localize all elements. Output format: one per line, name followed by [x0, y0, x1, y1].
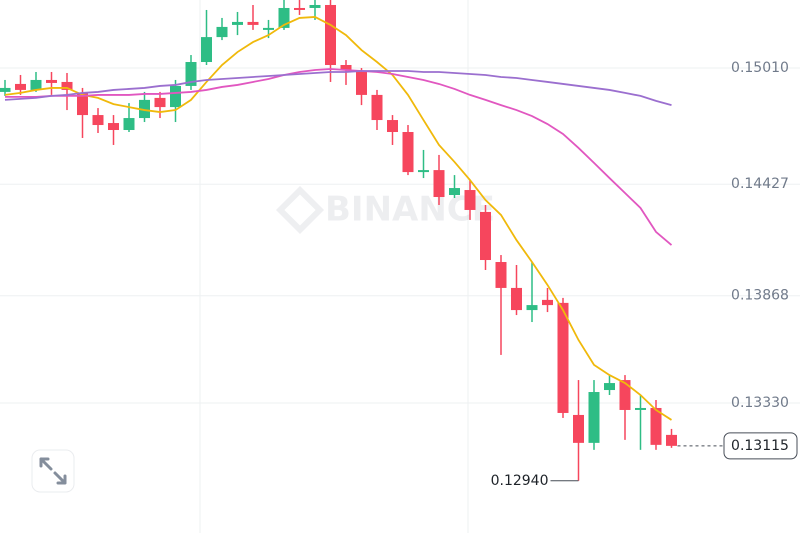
- y-tick-label: 0.14427: [731, 176, 789, 192]
- candle-body: [30, 79, 42, 90]
- candle-body: [464, 190, 476, 210]
- candle-body: [108, 123, 119, 131]
- candle-body: [418, 170, 429, 173]
- candle-body: [139, 99, 150, 119]
- y-tick-label: 0.13868: [731, 288, 789, 304]
- candle-body: [61, 81, 73, 90]
- candle-body: [573, 414, 584, 443]
- expand-button[interactable]: [31, 449, 75, 493]
- candle-body: [449, 188, 460, 196]
- y-tick-label: 0.15010: [731, 60, 789, 76]
- candle-body: [123, 118, 135, 131]
- moving-average: [4, 16, 672, 421]
- candle-body: [604, 383, 615, 391]
- watermark-logo: [275, 185, 325, 235]
- candle-body: [325, 4, 336, 66]
- candle-body: [480, 211, 491, 261]
- candle-body: [666, 434, 677, 446]
- candle-body: [77, 92, 88, 116]
- candle-body: [526, 305, 538, 311]
- candle-body: [356, 71, 367, 95]
- candle-body: [619, 380, 631, 410]
- candle-body: [495, 262, 507, 288]
- moving-average: [5, 68, 673, 246]
- candle-body: [216, 26, 228, 38]
- candle-body: [15, 83, 26, 90]
- candle-body: [0, 87, 11, 92]
- candle-body: [247, 21, 259, 25]
- candle-body: [170, 85, 181, 108]
- last-price-box: [723, 432, 798, 460]
- candle-body: [511, 287, 522, 311]
- candle-body: [294, 7, 305, 10]
- candle-body: [542, 299, 553, 306]
- candle-body: [371, 94, 383, 121]
- candle-body: [201, 37, 212, 63]
- candle-body: [309, 4, 321, 8]
- candle-body: [588, 392, 600, 443]
- candle-body: [340, 65, 352, 70]
- low-label: 0.12940: [491, 473, 549, 489]
- candle-body: [46, 79, 57, 83]
- y-tick-label: 0.13330: [731, 395, 789, 411]
- candle-body: [278, 7, 290, 28]
- candle-body: [92, 115, 104, 126]
- candle-body: [402, 132, 414, 173]
- candle-body: [154, 97, 166, 108]
- candle-body: [433, 170, 445, 198]
- last-price-label: 0.13115: [731, 438, 789, 454]
- candle-body: [650, 407, 662, 445]
- candle-body: [387, 120, 398, 133]
- candle-body: [185, 62, 197, 86]
- candle-body: [635, 407, 646, 410]
- candle-body: [263, 27, 274, 30]
- candle-body: [232, 21, 243, 25]
- candle-body: [557, 302, 569, 413]
- moving-average: [4, 70, 672, 106]
